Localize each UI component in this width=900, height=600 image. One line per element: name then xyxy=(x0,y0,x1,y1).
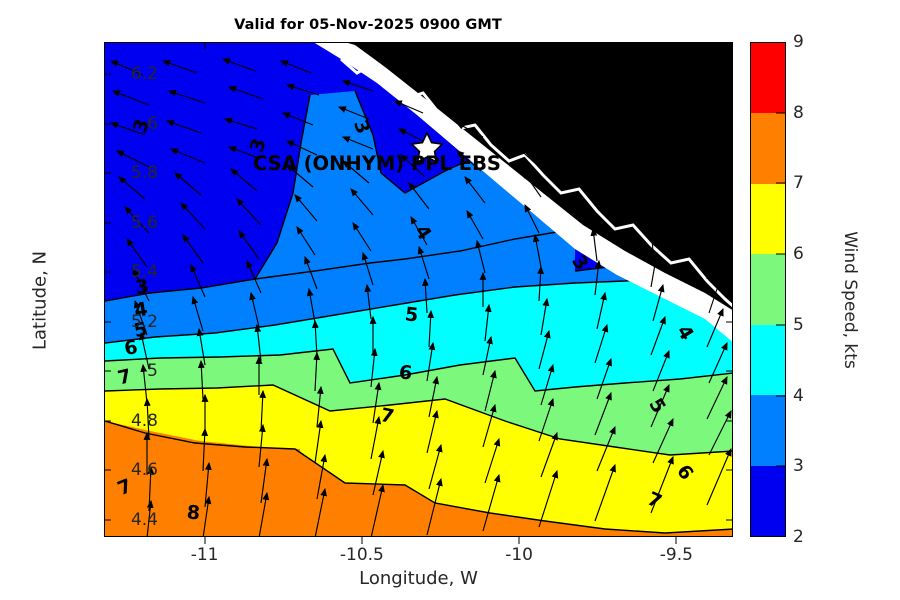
colorbar-tick-label: 2 xyxy=(793,527,804,547)
contour-label: 4 xyxy=(133,298,150,322)
colorbar[interactable] xyxy=(750,42,786,537)
y-tick-mark xyxy=(726,73,733,75)
contour-label: 3 xyxy=(129,116,154,135)
contour-label: 8 xyxy=(186,502,201,525)
y-tick-mark xyxy=(726,172,733,174)
y-tick-mark xyxy=(726,469,733,471)
y-tick-label: 5.8 xyxy=(130,163,158,184)
colorbar-tick-label: 9 xyxy=(793,32,804,52)
y-tick-mark xyxy=(726,420,733,422)
colorbar-tick-label: 5 xyxy=(793,314,804,335)
y-tick-mark xyxy=(104,519,111,521)
x-tick-mark xyxy=(361,537,363,544)
y-tick-mark xyxy=(726,519,733,521)
colorbar-tick-label: 3 xyxy=(793,456,804,477)
x-tick-mark xyxy=(675,537,677,544)
y-tick-label: 6 xyxy=(147,113,158,134)
contour-label: 6 xyxy=(123,336,140,360)
y-tick-mark xyxy=(726,370,733,372)
x-tick-mark xyxy=(361,42,363,49)
y-tick-mark xyxy=(726,321,733,323)
y-tick-mark xyxy=(104,222,111,224)
colorbar-tick-mark xyxy=(776,324,785,326)
x-tick-label: -10.5 xyxy=(339,545,384,565)
y-tick-label: 5.4 xyxy=(130,262,158,283)
colorbar-tick-label: 4 xyxy=(793,385,804,406)
y-tick-mark xyxy=(104,123,111,125)
colorbar-band xyxy=(751,465,785,536)
colorbar-tick-mark xyxy=(776,465,785,467)
x-tick-mark xyxy=(518,537,520,544)
y-tick-mark xyxy=(726,123,733,125)
y-tick-mark xyxy=(726,222,733,224)
y-tick-label: 5.6 xyxy=(130,212,158,233)
y-tick-label: 4.8 xyxy=(130,410,158,431)
contour-label: 3 xyxy=(134,275,150,299)
y-tick-mark xyxy=(104,469,111,471)
x-tick-mark xyxy=(204,537,206,544)
y-tick-label: 5 xyxy=(147,361,158,382)
y-axis-label: Latitude, N xyxy=(29,251,51,350)
colorbar-tick-label: 6 xyxy=(793,244,804,265)
colorbar-band xyxy=(751,395,785,466)
y-tick-mark xyxy=(726,271,733,273)
x-tick-mark xyxy=(518,42,520,49)
y-tick-mark xyxy=(104,370,111,372)
colorbar-tick-mark xyxy=(776,395,785,397)
y-tick-label: 5.2 xyxy=(130,311,158,332)
y-tick-mark xyxy=(104,420,111,422)
contour-label: 7 xyxy=(378,404,396,428)
x-tick-mark xyxy=(675,42,677,49)
contour-label: 7 xyxy=(115,365,133,390)
contour-label: 5 xyxy=(404,303,419,326)
colorbar-tick-label: 7 xyxy=(793,173,804,194)
page-title: Valid for 05-Nov-2025 0900 GMT xyxy=(234,17,502,33)
y-tick-label: 6.2 xyxy=(130,64,158,85)
x-tick-mark xyxy=(204,42,206,49)
site-label: CSA (ONHYM) PPL EBS xyxy=(253,152,501,175)
contour-label: 5 xyxy=(132,318,150,342)
y-tick-mark xyxy=(104,172,111,174)
contour-label: 3 xyxy=(246,136,271,155)
colorbar-band xyxy=(751,43,785,114)
colorbar-tick-mark xyxy=(776,112,785,114)
colorbar-band xyxy=(751,113,785,184)
y-tick-mark xyxy=(104,73,111,75)
y-tick-mark xyxy=(104,321,111,323)
x-tick-label: -10 xyxy=(505,545,534,565)
colorbar-band xyxy=(751,254,785,325)
site-marker-group[interactable]: CSA (ONHYM) PPL EBS xyxy=(253,131,501,175)
y-tick-label: 4.6 xyxy=(130,460,158,481)
colorbar-label: Wind Speed, kts xyxy=(840,231,860,369)
colorbar-band xyxy=(751,183,785,255)
x-tick-label: -9.5 xyxy=(659,545,693,565)
x-axis-label: Longitude, W xyxy=(359,568,478,589)
y-tick-mark xyxy=(104,271,111,273)
colorbar-tick-mark xyxy=(776,182,785,184)
colorbar-tick-label: 8 xyxy=(793,102,804,123)
colorbar-band xyxy=(751,324,785,396)
y-tick-label: 4.4 xyxy=(130,509,158,530)
x-tick-label: -11 xyxy=(190,545,219,565)
star-marker[interactable] xyxy=(410,131,444,164)
colorbar-tick-mark xyxy=(776,253,785,255)
contour-label: 6 xyxy=(398,361,413,384)
